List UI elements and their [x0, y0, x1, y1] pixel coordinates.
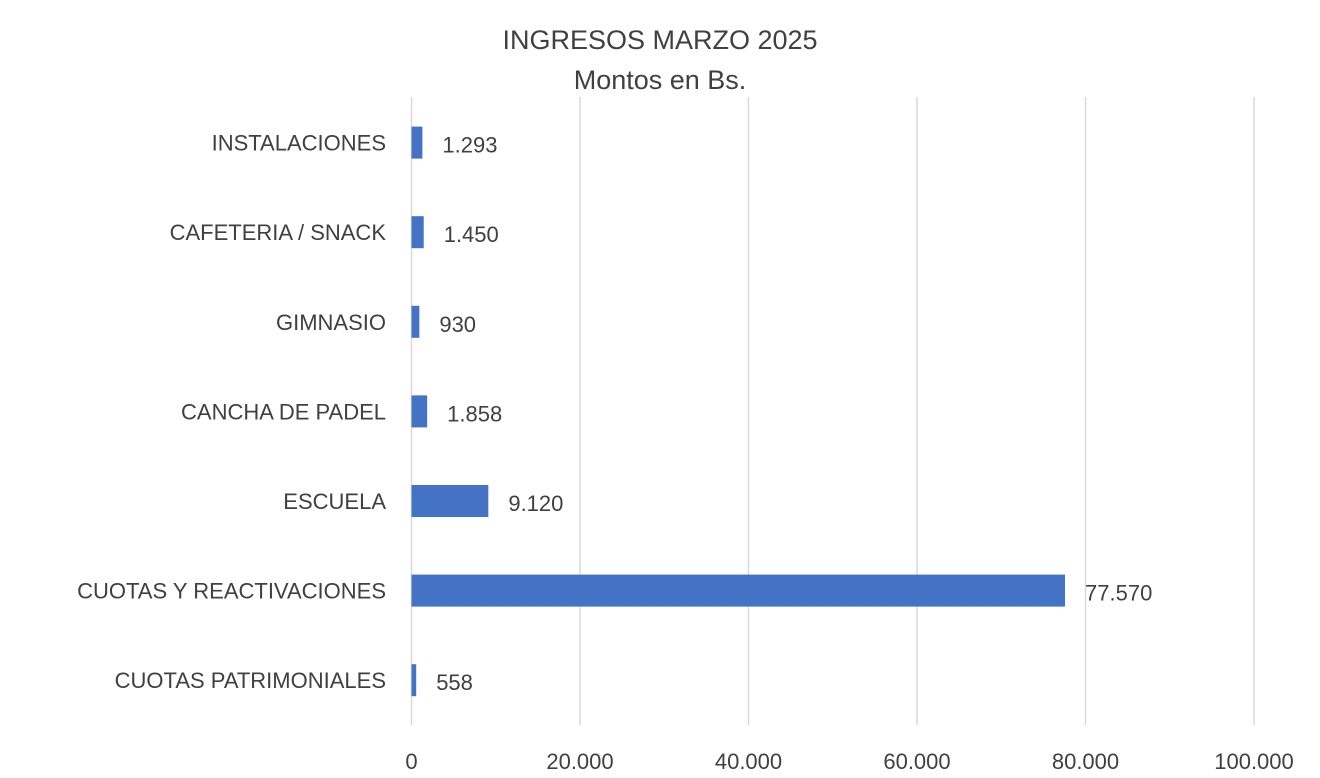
data-label: 1.293: [442, 133, 497, 158]
x-tick-label: 20.000: [546, 749, 613, 774]
x-tick-label: 60.000: [883, 749, 950, 774]
category-label: ESCUELA: [283, 489, 386, 514]
category-label: GIMNASIO: [276, 310, 386, 335]
data-label: 558: [436, 670, 473, 695]
category-label: CUOTAS Y REACTIVACIONES: [77, 579, 386, 604]
x-tick-label: 80.000: [1052, 749, 1119, 774]
category-label: CUOTAS PATRIMONIALES: [115, 668, 386, 693]
bar: [411, 574, 1066, 607]
data-label: 77.570: [1085, 581, 1152, 606]
chart-title: INGRESOS MARZO 2025: [502, 25, 818, 55]
data-label: 1.450: [444, 222, 499, 247]
chart-subtitle: Montos en Bs.: [573, 65, 747, 95]
bar: [411, 485, 489, 517]
bar: [411, 305, 420, 338]
x-tick-label: 40.000: [715, 749, 782, 774]
data-label: 1.858: [447, 401, 502, 426]
bar: [411, 126, 423, 159]
bar: [411, 395, 428, 428]
x-tick-label: 0: [405, 749, 417, 774]
data-label: 9.120: [508, 491, 563, 516]
category-label: CANCHA DE PADEL: [181, 399, 386, 424]
category-label: INSTALACIONES: [212, 131, 386, 156]
bar: [411, 664, 417, 697]
x-tick-label: 100.000: [1214, 749, 1294, 774]
category-label: CAFETERIA / SNACK: [170, 220, 387, 245]
bar: [411, 216, 424, 249]
data-label: 930: [439, 312, 476, 337]
